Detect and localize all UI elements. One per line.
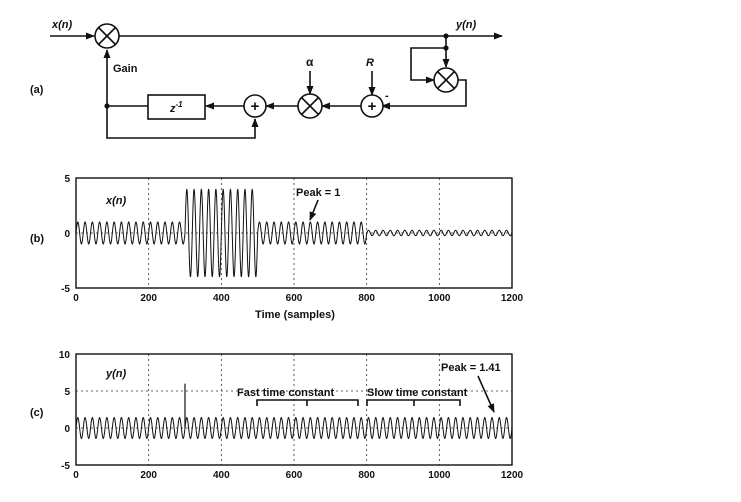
output-label: y(n) — [455, 19, 477, 31]
c-x-tick-1000: 1000 — [428, 470, 451, 481]
slow-time-constant-annotation: Slow time constant — [367, 387, 468, 399]
x-axis-label-b: Time (samples) — [255, 309, 335, 321]
peak-arrow-b — [309, 199, 319, 221]
delay-label: z-1 — [169, 100, 183, 115]
c-plot-frame — [75, 353, 513, 466]
c-x-tick-600: 600 — [286, 470, 303, 481]
b-x-tick-1000: 1000 — [428, 293, 451, 304]
accumulator-adder-symbol: + — [251, 98, 260, 115]
squarer-output-wire — [381, 79, 467, 110]
accumulator-feedback-wire — [106, 106, 259, 139]
b-plot-frame — [75, 177, 513, 289]
panel-label-b: (b) — [30, 233, 44, 245]
b-signal-line — [75, 188, 513, 278]
plot-c: (c) y(n) Fast time constant Slow time co… — [30, 350, 524, 481]
c-x-tick-800: 800 — [358, 470, 375, 481]
c-y-tick-10: 10 — [59, 350, 71, 361]
b-x-tick-400: 400 — [213, 293, 230, 304]
c-y-tick-0: 0 — [64, 424, 70, 435]
c-y-tick--5: -5 — [61, 461, 70, 472]
peak-annotation-c: Peak = 1.41 — [441, 362, 501, 374]
c-x-tick-0: 0 — [73, 470, 79, 481]
b-y-tick-5: 5 — [64, 174, 70, 185]
panel-label-a: (a) — [30, 84, 44, 96]
r-adder-symbol: + — [368, 98, 377, 115]
minus-sign: - — [385, 90, 389, 102]
block-diagram: (a) x(n) Gain y(n) - R + — [30, 19, 503, 139]
gain-label: Gain — [113, 63, 138, 75]
r-adder: + — [360, 94, 384, 118]
b-x-tick-200: 200 — [140, 293, 157, 304]
c-x-tick-1200: 1200 — [501, 470, 524, 481]
series-label-b: x(n) — [105, 195, 127, 207]
b-y-tick-0: 0 — [64, 229, 70, 240]
alpha-label: α — [306, 55, 314, 69]
b-x-tick-0: 0 — [73, 293, 79, 304]
c-y-tick-5: 5 — [64, 387, 70, 398]
accumulator-adder: + — [243, 94, 267, 118]
peak-arrow-c — [477, 375, 495, 413]
plot-b: (b) x(n) Peak = 1 Time (samples) 0 200 400… — [30, 174, 524, 321]
squarer-multiplier — [433, 67, 459, 93]
b-x-tick-1200: 1200 — [501, 293, 524, 304]
b-x-tick-600: 600 — [286, 293, 303, 304]
c-x-tick-200: 200 — [140, 470, 157, 481]
series-label-c: y(n) — [105, 368, 127, 380]
c-x-tick-400: 400 — [213, 470, 230, 481]
input-label: x(n) — [51, 19, 73, 31]
b-x-tick-800: 800 — [358, 293, 375, 304]
fast-time-constant-annotation: Fast time constant — [237, 387, 335, 399]
r-label: R — [366, 57, 374, 69]
delay-block: z-1 — [147, 94, 206, 120]
alpha-multiplier — [297, 93, 323, 119]
panel-label-c: (c) — [30, 407, 44, 419]
gain-multiplier — [94, 23, 120, 49]
b-y-tick--5: -5 — [61, 284, 70, 295]
squarer-input-wire — [410, 47, 446, 84]
peak-annotation-b: Peak = 1 — [296, 187, 340, 199]
c-signal-line — [75, 416, 513, 440]
